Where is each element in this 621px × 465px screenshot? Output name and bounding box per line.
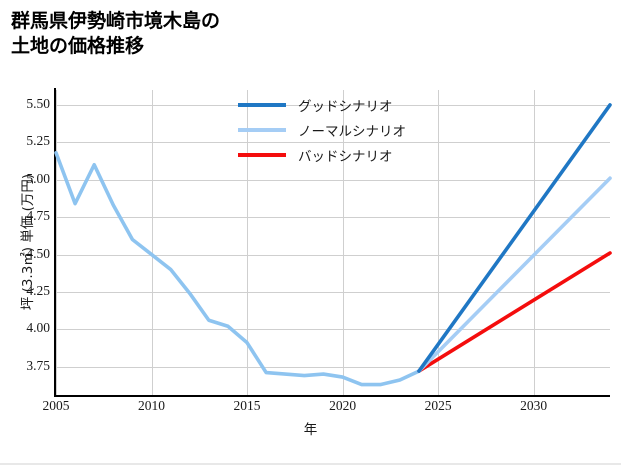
gridline-x-2015 <box>247 90 248 395</box>
y-ticklabel-3.75: 3.75 <box>26 357 50 373</box>
legend-label-1: ノーマルシナリオ <box>298 123 406 140</box>
y-axis-spine <box>54 88 56 397</box>
gridline-x-2010 <box>151 90 153 395</box>
series-lines <box>54 103 612 387</box>
y-ticklabel-5.00: 5.00 <box>26 170 50 186</box>
history-line <box>54 150 421 387</box>
plot-area <box>54 88 612 397</box>
y-ticklabel-4.50: 4.50 <box>26 245 50 261</box>
normal-scenario-line <box>417 176 612 373</box>
legend-label-0: グッドシナリオ <box>298 98 393 115</box>
legend-item-0[interactable]: グッドシナリオ <box>238 92 453 117</box>
legend-swatch-1 <box>238 127 286 132</box>
legend-swatch-2 <box>238 152 286 157</box>
legend-item-2[interactable]: バッドシナリオ <box>238 142 453 167</box>
y-ticklabel-5.25: 5.25 <box>26 133 50 149</box>
y-axis-title: 坪 (3.3㎡) 単価 (万円) <box>20 173 36 311</box>
y-ticklabel-4.00: 4.00 <box>26 320 50 336</box>
plot-background <box>56 90 610 395</box>
gridline-y-4.75 <box>56 217 610 219</box>
chart-title: 群馬県伊勢崎市境木島の 土地の価格推移 <box>11 10 221 57</box>
legend-swatch-0 <box>238 102 286 107</box>
gridline-y-4.50 <box>56 254 610 256</box>
x-axis-spine <box>54 395 610 397</box>
x-axis-title: 年 <box>303 422 318 438</box>
gridline-y-5.00 <box>56 179 610 181</box>
gridline-y-5.25 <box>56 142 610 144</box>
x-ticklabel-2025: 2025 <box>424 398 452 413</box>
gridline-x-2025 <box>438 90 440 395</box>
x-ticklabel-2015: 2015 <box>233 398 261 413</box>
x-ticklabel-2030: 2030 <box>520 398 548 413</box>
good-scenario-line <box>417 103 612 373</box>
bad-scenario-line <box>417 251 612 373</box>
gridline-y-5.50 <box>56 105 610 106</box>
gridline-y-3.75 <box>56 366 610 368</box>
y-ticklabel-4.75: 4.75 <box>26 208 50 224</box>
y-ticklabel-4.25: 4.25 <box>26 282 50 298</box>
x-ticklabel-2010: 2010 <box>138 398 165 413</box>
legend-item-1[interactable]: ノーマルシナリオ <box>238 117 453 142</box>
legend-label-2: バッドシナリオ <box>298 148 393 165</box>
gridline-x-2020 <box>342 90 344 395</box>
gridline-y-4.00 <box>56 329 610 331</box>
chart-legend: グッドシナリオ ノーマルシナリオ バッドシナリオ <box>238 92 453 167</box>
y-ticklabel-5.50: 5.50 <box>26 96 50 111</box>
gridline-y-4.25 <box>56 291 610 293</box>
gridline-x-2030 <box>533 90 535 395</box>
x-ticklabel-2005: 2005 <box>42 398 70 413</box>
gridline-x-2005 <box>56 90 57 395</box>
x-ticklabel-2020: 2020 <box>329 398 357 413</box>
